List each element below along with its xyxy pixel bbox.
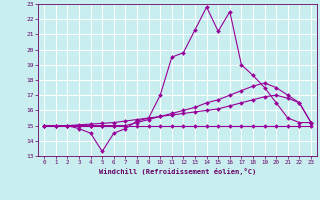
X-axis label: Windchill (Refroidissement éolien,°C): Windchill (Refroidissement éolien,°C) — [99, 168, 256, 175]
